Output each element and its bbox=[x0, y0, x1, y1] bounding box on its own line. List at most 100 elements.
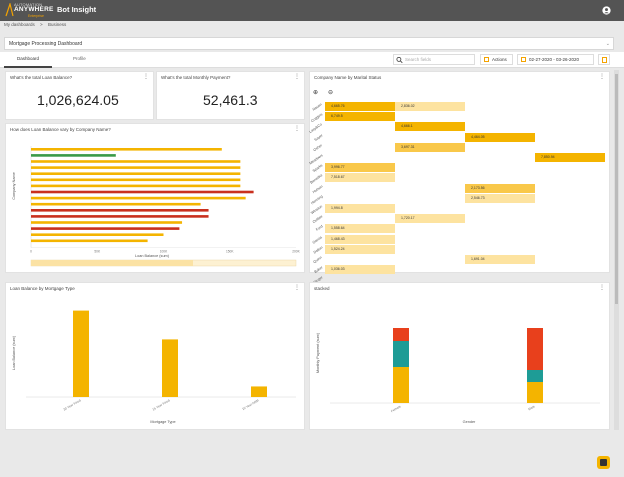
actions-label: Actions bbox=[492, 57, 507, 62]
chevron-down-icon: ⌄ bbox=[605, 41, 610, 47]
hbar-bar[interactable] bbox=[31, 178, 241, 182]
heatmap-cell[interactable]: 3,697.31 bbox=[395, 142, 465, 152]
more-options-icon[interactable]: ⋮ bbox=[143, 74, 149, 80]
kpi-monthly-payment-panel: What's the total Monthly Payment? ⋮ 52,4… bbox=[156, 71, 305, 120]
hbar-bar[interactable] bbox=[31, 209, 209, 212]
tab-dashboard[interactable]: Dashboard bbox=[17, 56, 40, 61]
hbar-bar[interactable] bbox=[31, 202, 201, 206]
automation-anywhere-logo[interactable]: AUTOMATION ANYWHERE Enterprise bbox=[5, 2, 53, 19]
help-chat-button[interactable] bbox=[597, 456, 610, 469]
more-options-icon[interactable]: ⋮ bbox=[599, 74, 605, 80]
stacked-bar-segment[interactable] bbox=[527, 370, 543, 382]
hbar-bar[interactable] bbox=[31, 166, 241, 169]
hbar-tick-label: 200K bbox=[292, 250, 300, 254]
search-icon bbox=[396, 56, 403, 64]
mortgage-bar[interactable] bbox=[162, 339, 178, 397]
hbar-bar[interactable] bbox=[31, 184, 241, 188]
heatmap-row-label: Outlaw bbox=[311, 214, 324, 225]
heatmap-cell[interactable]: 2,173.56 bbox=[465, 183, 535, 193]
breadcrumb-business[interactable]: Business bbox=[47, 22, 67, 27]
hbar-bar[interactable] bbox=[31, 154, 116, 157]
hbar-bar[interactable] bbox=[31, 148, 222, 151]
user-profile-icon[interactable] bbox=[602, 6, 611, 15]
search-fields-input[interactable]: Search fields bbox=[393, 54, 475, 65]
heatmap-cell[interactable]: 3,996.77 bbox=[325, 163, 395, 173]
stacked-bar-segment[interactable] bbox=[393, 328, 409, 341]
heatmap-row-label: Osher bbox=[312, 143, 324, 153]
logo-text-top: AUTOMATION bbox=[14, 2, 43, 7]
range-slider-handle[interactable] bbox=[31, 260, 193, 266]
dashboard-select[interactable]: Mortgage Processing Dashboard ⌄ bbox=[4, 37, 614, 50]
hbar-bar[interactable] bbox=[31, 233, 164, 236]
actions-button[interactable]: Actions bbox=[480, 54, 513, 65]
kpi-loan-balance-title: What's the total Loan Balance? bbox=[10, 75, 73, 80]
heatmap-cell[interactable]: 4,666.1 bbox=[395, 122, 465, 132]
page-scrollbar[interactable] bbox=[614, 70, 619, 430]
hbar-bar[interactable] bbox=[31, 196, 246, 200]
heatmap-row-label: Hutson bbox=[311, 183, 324, 194]
heatmap-cell[interactable]: 4,464.05 bbox=[465, 132, 535, 142]
heatmap-panel: Company Name by Marital Status ⋮ ⊕ ⊖ Nau… bbox=[308, 71, 610, 303]
breadcrumb-separator: > bbox=[40, 22, 43, 27]
stacked-bar-segment[interactable] bbox=[393, 367, 409, 403]
heatmap-cell[interactable]: 1,036.03 bbox=[325, 265, 395, 275]
more-options-icon[interactable]: ⋮ bbox=[294, 74, 300, 80]
hbar-tick-label: 100K bbox=[160, 250, 168, 254]
heatmap-cell[interactable]: 2,546.73 bbox=[465, 193, 535, 203]
zoom-out-icon[interactable]: ⊖ bbox=[328, 90, 334, 96]
heatmap-cell[interactable]: 4,665.76 bbox=[325, 102, 395, 111]
more-options-icon[interactable]: ⋮ bbox=[294, 126, 300, 132]
hbar-bar[interactable] bbox=[31, 221, 183, 224]
dashboard-select-value: Mortgage Processing Dashboard bbox=[9, 41, 83, 47]
more-options-icon[interactable]: ⋮ bbox=[294, 285, 300, 291]
heatmap-cell[interactable]: 1,691.04 bbox=[465, 255, 535, 264]
heatmap-cell[interactable]: 1,558.64 bbox=[325, 224, 395, 234]
mortgage-category-label: 10 Year ARM bbox=[241, 398, 259, 411]
stacked-panel: stacked ⋮ Monthly Payment (sum) Gender F… bbox=[309, 282, 610, 430]
hbar-bar[interactable] bbox=[31, 215, 209, 218]
loan-by-company-chart: Company Name Loan Balance (sum) 0 50K 100K… bbox=[12, 146, 301, 267]
heatmap-row-label: Ford bbox=[314, 224, 324, 233]
mortgage-bar[interactable] bbox=[73, 310, 89, 397]
heatmap-cell[interactable]: 1,468.43 bbox=[325, 234, 395, 244]
zoom-in-icon[interactable]: ⊕ bbox=[313, 90, 319, 96]
heatmap-cell[interactable]: 7,850.94 bbox=[535, 153, 605, 162]
date-range-picker[interactable]: 02-27-2020 - 03-26-2020 bbox=[517, 54, 594, 65]
mortgage-y-axis-label: Loan Balance (sum) bbox=[12, 335, 16, 370]
hbar-bar[interactable] bbox=[31, 172, 241, 175]
bookmark-button[interactable] bbox=[598, 54, 610, 65]
heatmap-cell[interactable]: 2,836.02 bbox=[395, 102, 465, 111]
stacked-bar-segment[interactable] bbox=[527, 382, 543, 403]
date-range-value: 02-27-2020 - 03-26-2020 bbox=[529, 57, 580, 62]
heatmap-row-label: Henning bbox=[309, 194, 324, 206]
mortgage-bar[interactable] bbox=[251, 386, 267, 397]
hbar-bar[interactable] bbox=[31, 239, 148, 243]
loan-by-company-panel: How does Loan Balance vary by Company Na… bbox=[5, 123, 305, 273]
heatmap-cell[interactable]: 1,524.24 bbox=[325, 244, 395, 254]
search-placeholder: Search fields bbox=[405, 57, 432, 62]
bookmark-icon bbox=[602, 57, 607, 63]
hbar-bar[interactable] bbox=[31, 227, 180, 230]
heatmap-cell[interactable]: 1,720.17 bbox=[395, 214, 465, 224]
calendar-icon bbox=[521, 57, 526, 62]
heatmap-row-label: Sparks bbox=[311, 163, 324, 174]
heatmap-cell[interactable]: 6,749.5 bbox=[325, 112, 395, 122]
tab-profile[interactable]: Profile bbox=[73, 56, 86, 61]
stacked-bar-segment[interactable] bbox=[527, 328, 543, 370]
tab-toolbar: Dashboard Profile Search fields Actions … bbox=[0, 52, 624, 68]
heatmap-cell[interactable]: 1,994.8 bbox=[325, 204, 395, 213]
loan-by-mortgage-type-panel: Loan Balance by Mortgage Type ⋮ Loan Bal… bbox=[5, 282, 305, 430]
heatmap-row-label: Sayer bbox=[313, 132, 324, 142]
hbar-bar[interactable] bbox=[31, 190, 254, 194]
scrollbar-thumb[interactable] bbox=[615, 74, 618, 304]
hbar-bar[interactable] bbox=[31, 160, 241, 163]
more-options-icon[interactable]: ⋮ bbox=[599, 285, 605, 291]
logo-mark-icon bbox=[5, 3, 14, 17]
stacked-y-axis-label: Monthly Payment (sum) bbox=[316, 332, 320, 373]
heatmap-row-label: Quinn bbox=[312, 255, 324, 265]
heatmap-row-label: Winston bbox=[310, 204, 324, 216]
breadcrumb-my-dashboards[interactable]: My dashboards bbox=[4, 22, 35, 27]
heatmap-cell[interactable]: 7,518.67 bbox=[325, 173, 395, 183]
stacked-bar-segment[interactable] bbox=[393, 341, 409, 367]
heatmap-row-label: Dalton bbox=[312, 245, 324, 255]
